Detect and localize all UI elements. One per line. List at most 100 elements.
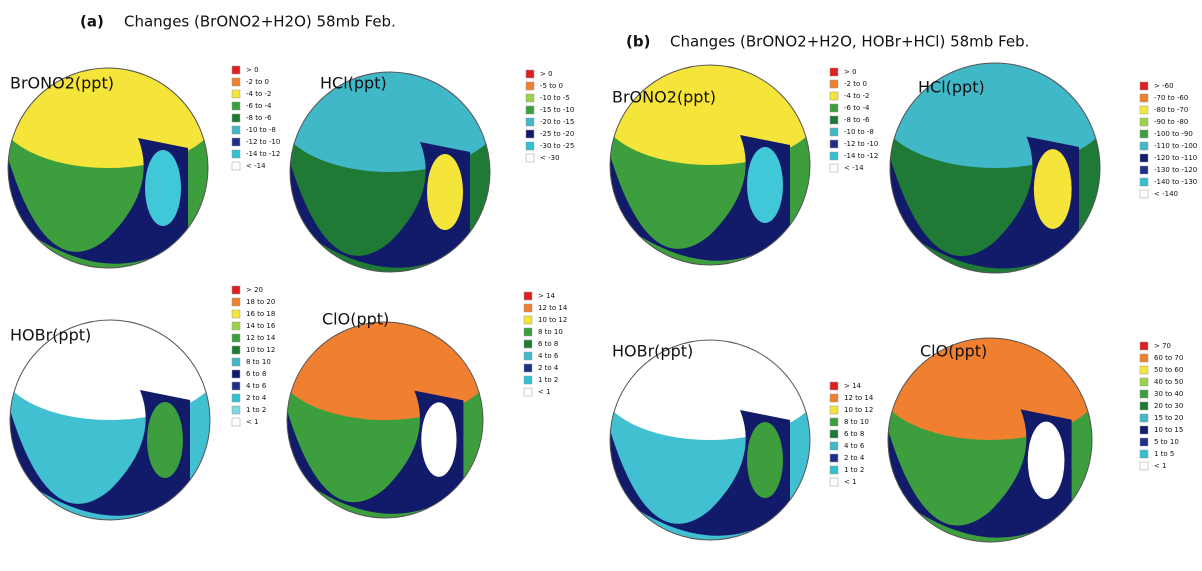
region [1034, 149, 1072, 229]
polar-map [280, 62, 500, 272]
legend-swatch [232, 394, 240, 402]
legend-swatch [232, 406, 240, 414]
legend-swatch [232, 126, 240, 134]
legend-label: -14 to -12 [844, 152, 878, 160]
legend-label: -2 to 0 [844, 80, 867, 88]
map-label: ClO(ppt) [322, 310, 389, 329]
legend-label: 30 to 40 [1154, 390, 1183, 398]
legend-label: 12 to 14 [246, 334, 276, 342]
legend-swatch [1140, 414, 1148, 422]
legend-label: 18 to 20 [246, 298, 275, 306]
map-label: HCl(ppt) [918, 78, 985, 97]
legend-label: < -14 [246, 162, 266, 170]
legend-label: -12 to -10 [844, 140, 878, 148]
legend-label: 40 to 50 [1154, 378, 1183, 386]
legend-label: 10 to 12 [246, 346, 275, 354]
legend-label: 10 to 12 [538, 316, 567, 324]
legend-label: > 70 [1154, 342, 1171, 350]
legend-swatch [232, 90, 240, 98]
legend-swatch [232, 286, 240, 294]
legend-label: -110 to -100 [1154, 142, 1197, 150]
legend-swatch [526, 130, 534, 138]
legend-label: -5 to 0 [540, 82, 563, 90]
map-label: ClO(ppt) [920, 342, 987, 361]
legend-label: 5 to 10 [1154, 438, 1179, 446]
map-label: HCl(ppt) [320, 74, 387, 93]
legend-swatch [1140, 426, 1148, 434]
map-fill [880, 53, 1111, 274]
legend-label: 16 to 18 [246, 310, 275, 318]
legend-swatch [830, 442, 838, 450]
legend-swatch [830, 80, 838, 88]
legend-swatch [232, 298, 240, 306]
legend-swatch [1140, 438, 1148, 446]
legend-label: -20 to -15 [540, 118, 574, 126]
legend-label: < 1 [538, 388, 551, 396]
legend-label: -4 to -2 [246, 90, 271, 98]
legend-swatch [232, 358, 240, 366]
legend-label: -140 to -130 [1154, 178, 1197, 186]
legend-label: > -60 [1154, 82, 1174, 90]
legend-label: 8 to 10 [246, 358, 271, 366]
legend-label: -70 to -60 [1154, 94, 1188, 102]
legend-label: > 14 [538, 292, 556, 300]
legend-swatch [1140, 118, 1148, 126]
legend-swatch [232, 114, 240, 122]
legend-label: 20 to 30 [1154, 402, 1183, 410]
legend-swatch [830, 116, 838, 124]
map-fill [878, 328, 1102, 542]
legend-swatch [1140, 94, 1148, 102]
legend-label: > 20 [246, 286, 263, 294]
legend-swatch [524, 388, 532, 396]
legend-label: -2 to 0 [246, 78, 269, 86]
polar-map [880, 53, 1111, 274]
legend-swatch [830, 164, 838, 172]
legend-swatch [1140, 390, 1148, 398]
map-fill [600, 55, 820, 265]
legend-label: 1 to 2 [844, 466, 864, 474]
map-fill [280, 62, 500, 272]
legend-label: -120 to -110 [1154, 154, 1197, 162]
legend-swatch [526, 118, 534, 126]
legend-swatch [1140, 82, 1148, 90]
legend-label: > 0 [246, 66, 259, 74]
legend-label: -8 to -6 [844, 116, 870, 124]
legend-swatch [232, 370, 240, 378]
legend-label: 10 to 12 [844, 406, 873, 414]
legend-swatch [232, 346, 240, 354]
legend-label: > 14 [844, 382, 862, 390]
legend-swatch [526, 94, 534, 102]
legend-swatch [524, 364, 532, 372]
legend-label: < -14 [844, 164, 864, 172]
legend-swatch [1140, 378, 1148, 386]
legend-label: 4 to 6 [844, 442, 865, 450]
panel-label: (a) [80, 13, 104, 31]
legend-label: 4 to 6 [538, 352, 559, 360]
legend-swatch [1140, 142, 1148, 150]
legend-label: < -30 [540, 154, 560, 162]
legend-label: < 1 [246, 418, 259, 426]
legend-label: 1 to 5 [1154, 450, 1174, 458]
legend-swatch [1140, 366, 1148, 374]
map-label: HOBr(ppt) [10, 326, 91, 345]
legend-swatch [830, 382, 838, 390]
region [427, 154, 463, 230]
legend-swatch [524, 304, 532, 312]
legend-swatch [526, 142, 534, 150]
legend-label: 2 to 4 [538, 364, 559, 372]
legend-swatch [1140, 178, 1148, 186]
region [145, 150, 181, 226]
legend-label: 50 to 60 [1154, 366, 1183, 374]
legend-label: > 0 [540, 70, 553, 78]
legend-label: 10 to 15 [1154, 426, 1183, 434]
legend-label: 2 to 4 [844, 454, 865, 462]
legend-swatch [524, 376, 532, 384]
legend-label: 1 to 2 [246, 406, 266, 414]
polar-map [600, 55, 820, 265]
legend-label: -100 to -90 [1154, 130, 1193, 138]
legend-swatch [830, 454, 838, 462]
legend-label: 6 to 8 [844, 430, 864, 438]
legend-label: -14 to -12 [246, 150, 280, 158]
legend-swatch [1140, 154, 1148, 162]
legend-swatch [1140, 342, 1148, 350]
